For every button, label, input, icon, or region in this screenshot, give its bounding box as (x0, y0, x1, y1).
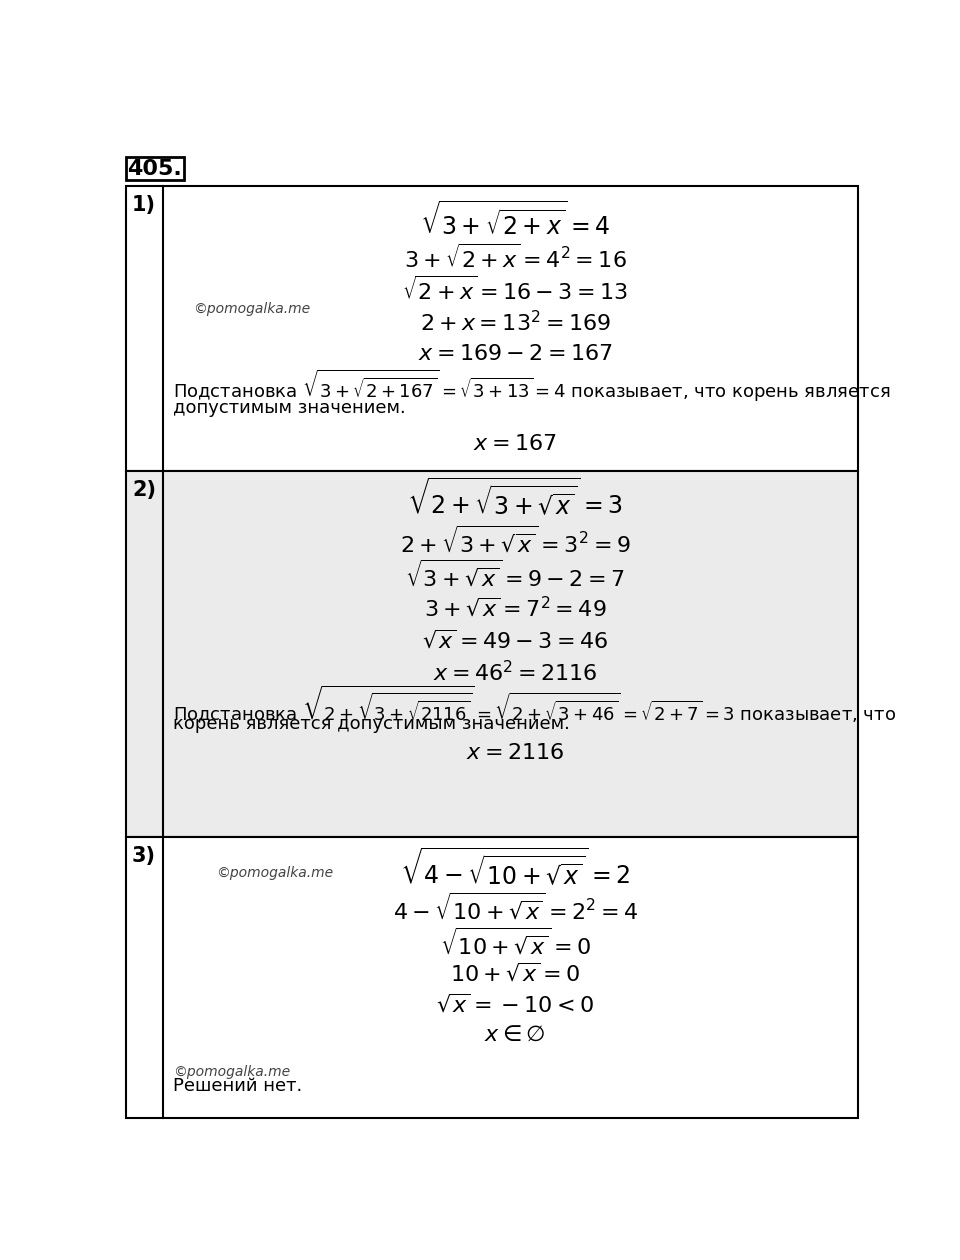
Text: $\sqrt{10+\sqrt{x}}=0$: $\sqrt{10+\sqrt{x}}=0$ (440, 927, 591, 959)
Text: Решений нет.: Решений нет. (173, 1077, 302, 1095)
Text: $x=2116$: $x=2116$ (467, 743, 564, 764)
Text: $10+\sqrt{x}=0$: $10+\sqrt{x}=0$ (450, 963, 581, 985)
Bar (126, 837, 858, 1118)
Text: $\sqrt{2+\sqrt{3+\sqrt{x}}}=3$: $\sqrt{2+\sqrt{3+\sqrt{x}}}=3$ (407, 476, 623, 519)
Text: $2+x=13^2=169$: $2+x=13^2=169$ (420, 310, 611, 335)
Text: $x\in\varnothing$: $x\in\varnothing$ (485, 1026, 546, 1045)
Text: $3+\sqrt{x}=7^2=49$: $3+\sqrt{x}=7^2=49$ (424, 596, 607, 620)
Text: $2+\sqrt{3+\sqrt{x}}=3^2=9$: $2+\sqrt{3+\sqrt{x}}=3^2=9$ (400, 525, 631, 557)
Text: $\sqrt{2+x}=16-3=13$: $\sqrt{2+x}=16-3=13$ (402, 276, 628, 304)
Text: $4-\sqrt{10+\sqrt{x}}=2^2=4$: $4-\sqrt{10+\sqrt{x}}=2^2=4$ (393, 892, 637, 924)
Text: ©pomogalka.me: ©pomogalka.me (193, 302, 310, 316)
Text: $3+\sqrt{2+x}=4^2=16$: $3+\sqrt{2+x}=4^2=16$ (404, 243, 627, 272)
Text: $x=46^2=2116$: $x=46^2=2116$ (433, 660, 597, 685)
Text: Подстановка $\sqrt{3+\sqrt{2+167}}=\sqrt{3+13}=4$ показывает, что корень являетс: Подстановка $\sqrt{3+\sqrt{2+167}}=\sqrt… (173, 368, 890, 404)
Text: 2): 2) (132, 480, 156, 500)
Text: $\sqrt{x}=-10<0$: $\sqrt{x}=-10<0$ (436, 993, 594, 1016)
Text: $x=169-2=167$: $x=169-2=167$ (418, 344, 612, 364)
Text: Подстановка $\sqrt{2+\sqrt{3+\sqrt{2116}}}=\sqrt{2+\sqrt{3+46}}=\sqrt{2+7}=3$ по: Подстановка $\sqrt{2+\sqrt{3+\sqrt{2116}… (173, 683, 896, 724)
Text: корень является допустимым значением.: корень является допустимым значением. (173, 716, 569, 733)
Text: 3): 3) (132, 845, 156, 866)
Bar (126, 185, 858, 471)
Text: $x=167$: $x=167$ (473, 433, 557, 454)
Text: $\sqrt{4-\sqrt{10+\sqrt{x}}}=2$: $\sqrt{4-\sqrt{10+\sqrt{x}}}=2$ (400, 845, 631, 888)
Text: ©pomogalka.me: ©pomogalka.me (216, 867, 333, 881)
Text: ©pomogalka.me: ©pomogalka.me (173, 1065, 290, 1079)
Text: 405.: 405. (128, 159, 182, 179)
Bar (126, 471, 858, 837)
Bar (126, 158, 184, 180)
Text: $\sqrt{3+\sqrt{2+x}}=4$: $\sqrt{3+\sqrt{2+x}}=4$ (420, 200, 611, 241)
Text: $\sqrt{3+\sqrt{x}}=9-2=7$: $\sqrt{3+\sqrt{x}}=9-2=7$ (405, 559, 625, 591)
Text: 1): 1) (132, 195, 156, 215)
Text: $\sqrt{x}=49-3=46$: $\sqrt{x}=49-3=46$ (422, 629, 609, 651)
Text: допустимым значением.: допустимым значением. (173, 398, 405, 417)
